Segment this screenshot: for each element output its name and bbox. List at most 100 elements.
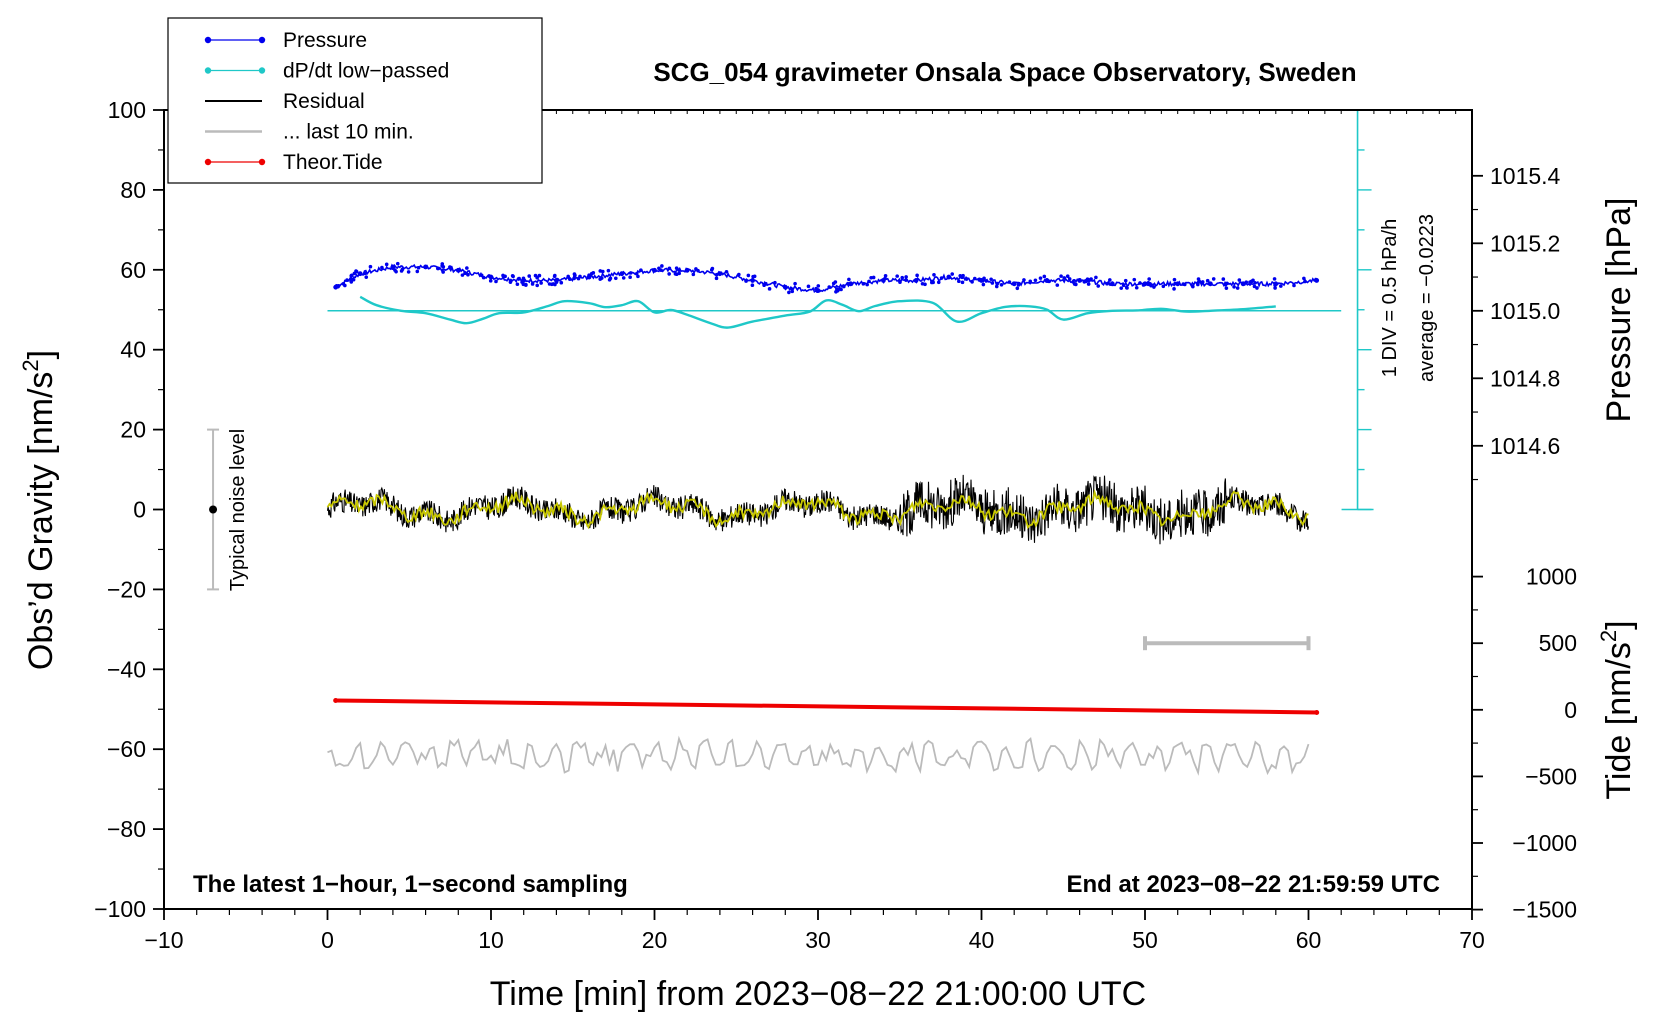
footer-left: The latest 1−hour, 1−second sampling <box>193 871 628 898</box>
pressure-point <box>521 282 526 287</box>
pressure-point <box>652 267 657 273</box>
pressure-point <box>1211 277 1216 281</box>
y-tick-label: 80 <box>120 177 146 203</box>
pressure-point <box>977 278 982 282</box>
tide-tick-label: 500 <box>1539 630 1577 656</box>
tide-tick-label: 0 <box>1564 697 1577 723</box>
pressure-point <box>1279 284 1283 288</box>
legend-label: Pressure <box>283 29 367 52</box>
pressure-point <box>865 282 869 287</box>
pressure-point <box>628 275 632 280</box>
pressure-point <box>634 271 639 276</box>
pressure-point <box>1273 286 1277 290</box>
pressure-point <box>639 268 643 272</box>
pressure-point <box>1147 277 1151 281</box>
pressure-point <box>530 282 535 286</box>
pressure-point <box>535 283 540 288</box>
pressure-point <box>667 272 671 276</box>
y-tick-label: 100 <box>108 97 146 123</box>
pressure-point <box>1123 278 1128 283</box>
pressure-point <box>793 281 797 286</box>
pressure-point <box>831 281 836 286</box>
pressure-point <box>1011 281 1017 287</box>
pressure-point <box>628 271 633 275</box>
pressure-point <box>1108 278 1112 282</box>
pressure-point <box>455 267 461 273</box>
tide-tick-label: −500 <box>1525 763 1577 789</box>
pressure-point <box>1292 283 1296 288</box>
pressure-point <box>1022 278 1026 282</box>
pressure-point <box>684 267 690 273</box>
pressure-point <box>767 287 772 291</box>
pressure-point <box>1172 277 1177 282</box>
dpdt-scale-bar <box>1341 109 1374 511</box>
pressure-point <box>568 277 572 282</box>
pressure-point <box>848 281 854 287</box>
legend-label: Theor.Tide <box>283 151 383 174</box>
pressure-point <box>900 275 905 280</box>
pressure-point <box>537 273 542 278</box>
tide-tick-label: −1000 <box>1512 830 1577 856</box>
pressure-point <box>737 272 741 277</box>
plot-frame <box>163 109 1473 910</box>
pressure-point <box>1033 278 1038 283</box>
pressure-point <box>932 273 936 277</box>
pressure-point <box>1038 276 1043 280</box>
x-tick-label: 40 <box>969 927 995 953</box>
pressure-point <box>1062 276 1067 280</box>
legend-marker <box>258 67 266 74</box>
pressure-point <box>869 275 873 280</box>
y-tick-label: −60 <box>107 736 146 762</box>
pressure-point <box>619 271 625 277</box>
pressure-point <box>1249 279 1254 284</box>
pressure-point <box>1146 281 1151 285</box>
tide-layer <box>333 697 1320 715</box>
pressure-point <box>1141 283 1146 287</box>
dpdt-line <box>359 295 1276 329</box>
dpdt-layer <box>327 295 1342 329</box>
pressure-point <box>714 272 719 277</box>
pressure-point <box>1088 278 1092 282</box>
residual-layer <box>326 474 1310 545</box>
pressure-point <box>1303 279 1307 284</box>
pressure-point <box>349 280 354 284</box>
pressure-point <box>591 270 596 275</box>
y-tick-label: −80 <box>107 816 146 842</box>
pressure-point <box>994 284 999 289</box>
pressure-point <box>539 281 543 285</box>
pressure-point <box>904 275 908 279</box>
pressure-point <box>479 273 483 277</box>
x-tick-label: 60 <box>1296 927 1322 953</box>
pressure-point <box>606 268 611 273</box>
pressure-point <box>487 274 491 278</box>
pressure-point <box>806 284 811 289</box>
pressure-point <box>710 266 715 271</box>
pressure-point <box>764 281 768 286</box>
plot-area <box>326 261 1342 776</box>
pressure-point <box>1086 282 1091 286</box>
x-tick-label: 70 <box>1459 927 1485 953</box>
pressure-point <box>1253 281 1257 285</box>
average-label: average = −0.0223 <box>1416 214 1438 382</box>
pressure-point <box>494 279 498 284</box>
pressure-tick-label: 1015.4 <box>1490 163 1561 189</box>
pressure-point <box>1272 277 1277 281</box>
pressure-point <box>349 277 353 281</box>
pressure-point <box>1072 282 1077 286</box>
residual-line <box>326 474 1310 545</box>
pressure-point <box>867 279 871 284</box>
pressure-point <box>415 269 420 274</box>
pressure-point <box>827 285 832 289</box>
pressure-point <box>950 272 955 276</box>
last-10-min-line <box>327 735 1310 776</box>
pressure-point <box>1173 281 1177 286</box>
pressure-point <box>677 268 681 272</box>
pressure-point <box>608 276 613 281</box>
pressure-point <box>999 282 1004 287</box>
pressure-point <box>481 275 486 280</box>
noise-dot <box>209 505 218 514</box>
pressure-point <box>549 282 554 287</box>
pressure-point <box>364 275 369 279</box>
pressure-point <box>345 278 349 282</box>
pressure-point <box>517 276 521 281</box>
